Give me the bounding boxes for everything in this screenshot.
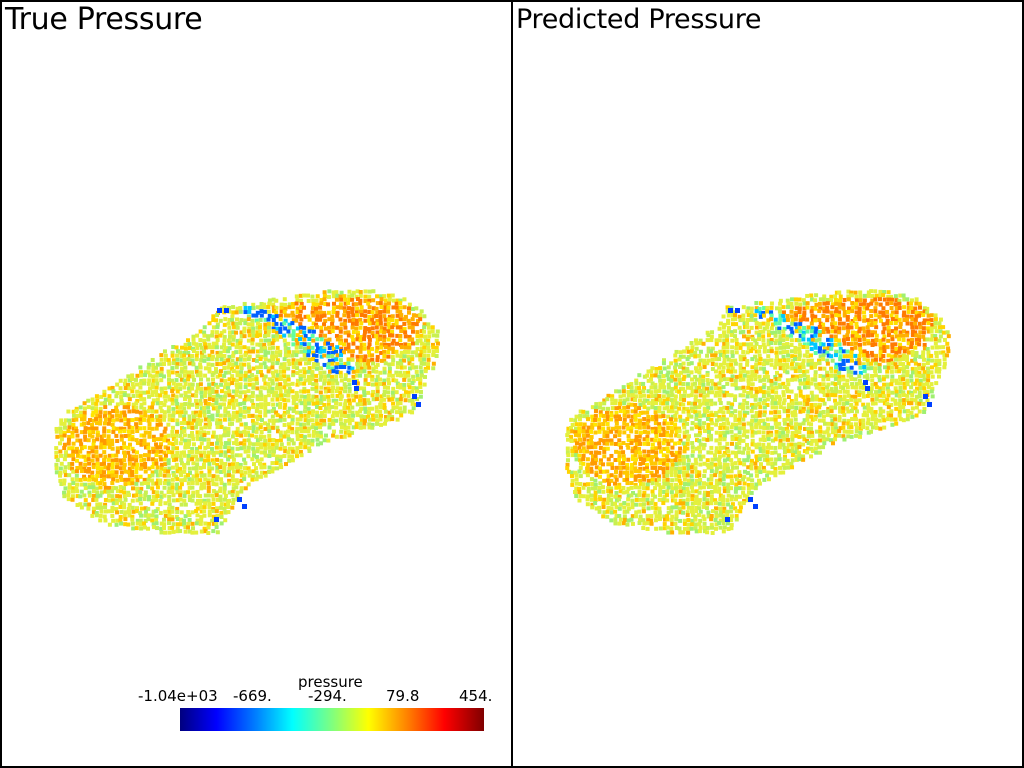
- colorbar-tick: -1.04e+03: [138, 687, 218, 705]
- car-points: [54, 289, 440, 535]
- colorbar-title: pressure: [298, 673, 363, 691]
- viewport-predicted-pressure[interactable]: Predicted Pressure: [511, 0, 1024, 768]
- colorbar-gradient: [180, 708, 484, 731]
- car-point-cloud[interactable]: [2, 2, 513, 768]
- car-points: [565, 289, 951, 535]
- car-point-cloud[interactable]: [513, 2, 1024, 768]
- colorbar-tick: 454.: [459, 687, 493, 705]
- colorbar-tick: 79.8: [386, 687, 420, 705]
- viewport-true-pressure[interactable]: True Pressure pressure -1.04e+03 -669. -…: [0, 0, 513, 768]
- colorbar-tick: -294.: [308, 687, 347, 705]
- colorbar-tick: -669.: [233, 687, 272, 705]
- viewport-title: Predicted Pressure: [516, 4, 762, 35]
- colorbar: pressure -1.04e+03 -669. -294. 79.8 454.: [122, 670, 502, 740]
- viewport-title: True Pressure: [5, 2, 203, 37]
